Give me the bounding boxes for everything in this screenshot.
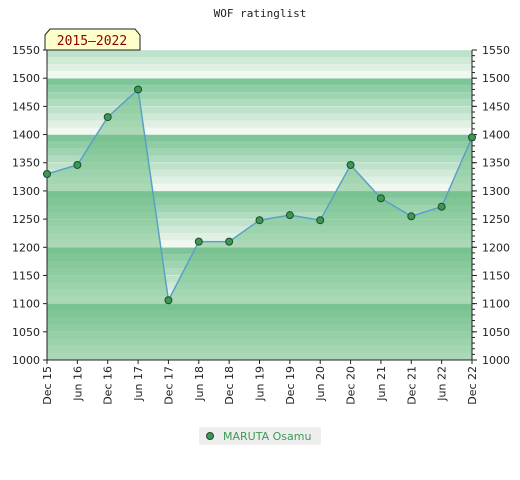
data-point[interactable] [225, 237, 234, 246]
background-band [47, 148, 472, 156]
x-tick-label: Jun 16 [71, 366, 84, 402]
y-tick-label-right: 1100 [482, 298, 510, 311]
y-tick-label-right: 1500 [482, 72, 510, 85]
y-tick-label-right: 1450 [482, 100, 510, 113]
y-tick-label-left: 1200 [12, 241, 40, 254]
background-band [47, 169, 472, 177]
x-tick-label: Jun 20 [314, 366, 327, 402]
background-band [47, 162, 472, 170]
data-point[interactable] [43, 170, 51, 178]
data-point[interactable] [346, 160, 355, 169]
chart-title: WOF ratinglist [214, 7, 307, 20]
background-band [47, 197, 472, 205]
data-point[interactable] [376, 194, 385, 203]
background-band [47, 134, 472, 142]
background-band [47, 205, 472, 213]
data-point[interactable] [285, 211, 294, 220]
x-tick-label: Dec 18 [223, 366, 236, 405]
y-tick-label-right: 1150 [482, 269, 510, 282]
y-tick-label-right: 1250 [482, 213, 510, 226]
data-point[interactable] [255, 216, 264, 225]
data-point[interactable] [316, 216, 325, 225]
y-tick-label-left: 1300 [12, 185, 40, 198]
background-band [47, 64, 472, 72]
data-point[interactable] [164, 296, 173, 305]
y-tick-label-left: 1550 [12, 44, 40, 57]
x-tick-label: Jun 18 [193, 366, 206, 402]
x-tick-label: Dec 21 [405, 366, 418, 405]
data-point[interactable] [194, 237, 203, 246]
x-tick-label: Dec 16 [102, 366, 115, 405]
y-tick-label-left: 1500 [12, 72, 40, 85]
period-badge-shape [44, 28, 141, 51]
x-tick-label: Dec 15 [41, 366, 54, 405]
background-band [47, 78, 472, 86]
y-tick-label-left: 1350 [12, 157, 40, 170]
y-tick-label-right: 1200 [482, 241, 510, 254]
y-tick-label-right: 1000 [482, 354, 510, 367]
y-tick-label-right: 1550 [482, 44, 510, 57]
background-band [47, 71, 472, 79]
background-band [47, 85, 472, 93]
background-band [47, 99, 472, 107]
y-tick-label-right: 1300 [482, 185, 510, 198]
y-tick-label-left: 1250 [12, 213, 40, 226]
background-band [47, 190, 472, 198]
background-band [47, 50, 472, 58]
data-point[interactable] [103, 113, 112, 122]
y-tick-label-right: 1350 [482, 157, 510, 170]
x-tick-label: Dec 17 [162, 366, 175, 405]
background-band [47, 92, 472, 100]
y-tick-label-right: 1400 [482, 129, 510, 142]
y-tick-label-left: 1100 [12, 298, 40, 311]
x-tick-label: Dec 19 [284, 366, 297, 405]
data-point[interactable] [468, 133, 476, 142]
data-point[interactable] [134, 85, 143, 94]
background-band [47, 113, 472, 121]
x-tick-label: Jun 22 [436, 366, 449, 402]
y-tick-label-left: 1150 [12, 269, 40, 282]
series-area-fill [47, 89, 472, 361]
x-tick-label: Dec 20 [345, 366, 358, 405]
legend: MARUTA Osamu [199, 427, 321, 445]
background-band [47, 141, 472, 149]
background-band [47, 155, 472, 163]
legend-label: MARUTA Osamu [223, 430, 311, 443]
x-tick-label: Jun 19 [254, 366, 267, 402]
data-point[interactable] [73, 160, 82, 169]
background-band [47, 183, 472, 191]
x-tick-label: Jun 17 [132, 366, 145, 402]
background-band [47, 106, 472, 114]
legend-marker [206, 432, 214, 440]
y-tick-label-left: 1050 [12, 326, 40, 339]
legend-box [199, 427, 321, 445]
background-band [47, 212, 472, 220]
data-point[interactable] [437, 202, 446, 211]
y-tick-label-left: 1000 [12, 354, 40, 367]
period-badge-label: 2015–2022 [57, 34, 127, 49]
background-band [47, 127, 472, 135]
x-tick-label: Dec 22 [466, 366, 479, 405]
period-badge: 2015–2022 [44, 28, 141, 51]
y-tick-label-left: 1450 [12, 100, 40, 113]
y-tick-label-right: 1050 [482, 326, 510, 339]
background-band [47, 57, 472, 65]
background-band [47, 120, 472, 128]
x-tick-label: Jun 21 [375, 366, 388, 402]
background-band [47, 176, 472, 184]
y-tick-label-left: 1400 [12, 129, 40, 142]
data-point[interactable] [407, 212, 416, 221]
